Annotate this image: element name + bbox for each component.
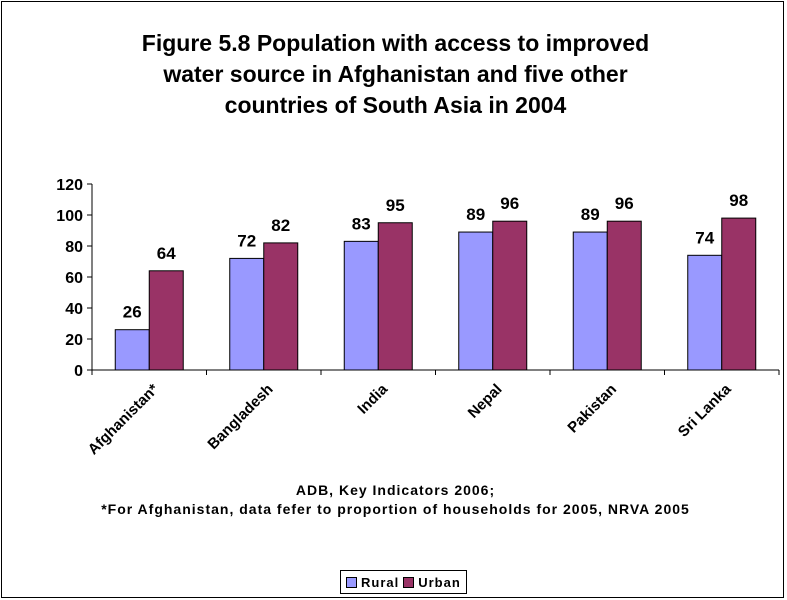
bar-urban: [606, 220, 642, 371]
data-label-rural: 72: [237, 231, 256, 250]
legend-item-rural: Rural: [346, 575, 399, 590]
data-label-rural: 74: [695, 228, 714, 247]
x-category-label: Sri Lanka: [675, 380, 735, 440]
data-label-urban: 82: [271, 216, 290, 235]
data-label-urban: 96: [615, 194, 634, 213]
bar-urban: [721, 217, 757, 371]
data-labels: 26 64 72 82 83 95 89 96 89 96 74 98: [123, 191, 748, 322]
bar-rural: [343, 240, 379, 371]
bar-urban: [492, 220, 528, 371]
legend-label-urban: Urban: [418, 574, 461, 590]
data-label-rural: 83: [352, 214, 371, 233]
legend-item-urban: Urban: [403, 575, 461, 590]
bar-urban: [263, 242, 299, 371]
data-label-urban: 64: [157, 244, 176, 263]
bar-rural: [458, 231, 494, 371]
x-category-label: Afghanistan*: [85, 381, 163, 459]
legend-swatch-urban: [403, 576, 415, 588]
x-category-label: Nepal: [465, 381, 506, 422]
bar-rural: [114, 329, 150, 371]
y-tick-label: 80: [65, 239, 83, 256]
data-label-rural: 89: [466, 205, 485, 224]
y-tick-label: 60: [65, 270, 83, 287]
legend-swatch-rural: [346, 576, 357, 588]
source-note: ADB, Key Indicators 2006; *For Afghanist…: [32, 481, 759, 519]
y-tick-label: 0: [74, 363, 83, 380]
data-label-urban: 95: [386, 196, 405, 215]
bar-rural: [229, 257, 265, 371]
bar-rural: [572, 231, 608, 371]
legend: Rural Urban: [340, 570, 467, 594]
data-label-rural: 89: [581, 205, 600, 224]
x-category-label: Pakistan: [564, 381, 620, 437]
data-label-urban: 96: [500, 194, 519, 213]
data-label-urban: 98: [729, 191, 748, 210]
bar-urban: [148, 270, 184, 371]
legend-label-rural: Rural: [361, 574, 400, 590]
source-line: ADB, Key Indicators 2006;: [295, 482, 496, 498]
data-label-rural: 26: [123, 303, 142, 322]
x-category-label: India: [354, 380, 391, 417]
chart-title: Figure 5.8 Population with access to imp…: [141, 30, 650, 118]
footnote-line: *For Afghanistan, data fefer to proporti…: [101, 501, 690, 517]
y-tick-label: 100: [56, 208, 83, 225]
y-tick-label: 40: [65, 301, 83, 318]
y-tick-label: 120: [56, 177, 83, 194]
bars: [114, 217, 757, 371]
bar-rural: [687, 254, 723, 371]
x-category-label: Bangladesh: [204, 381, 276, 453]
bar-urban: [377, 222, 413, 371]
y-tick-label: 20: [65, 332, 83, 349]
